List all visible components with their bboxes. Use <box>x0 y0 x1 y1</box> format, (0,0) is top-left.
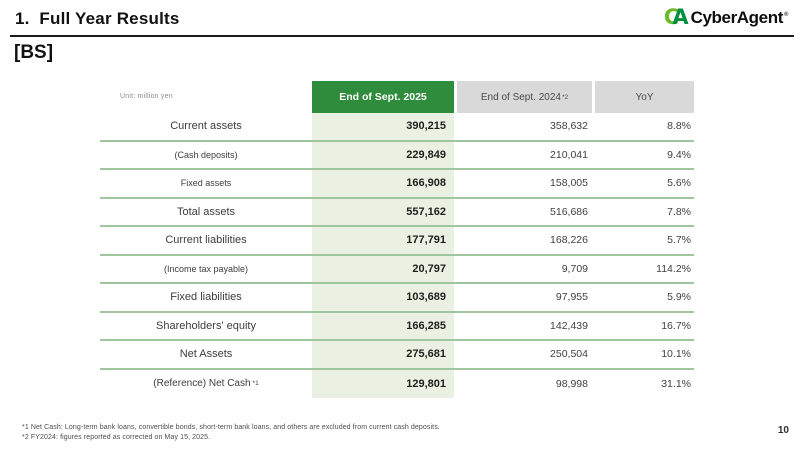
table-row-fixed-assets: Fixed assets 166,908 158,005 5.6% <box>100 170 694 199</box>
footnote-ref-2: *2 <box>561 93 569 101</box>
table-header-row: Unit: million yen End of Sept. 2025 End … <box>100 81 694 113</box>
page-number: 10 <box>777 425 789 436</box>
registered-trademark-icon: ® <box>783 11 788 18</box>
footnote-ref-1: *1 <box>252 380 259 388</box>
logo-wordmark: CyberAgent® <box>690 7 789 27</box>
footnote-2: *2 FY2024: figures reported as corrected… <box>22 434 211 441</box>
balance-sheet-table: Unit: million yen End of Sept. 2025 End … <box>100 81 694 398</box>
table-row-cash-deposits: (Cash deposits) 229,849 210,041 9.4% <box>100 141 694 170</box>
unit-note: Unit: million yen <box>120 93 173 100</box>
page-title: 1. Full Year Results <box>15 9 180 28</box>
footnotes: *1 Net Cash: Long-term bank loans, conve… <box>22 423 440 443</box>
table-row-current-liabilities: Current liabilities 177,791 168,226 5.7% <box>100 227 694 256</box>
table-row-current-assets: Current assets 390,215 358,632 8.8% <box>100 113 694 142</box>
table-row-income-tax-payable: (Income tax payable) 20,797 9,709 114.2% <box>100 255 694 284</box>
unit-note-cell: Unit: million yen <box>100 81 312 113</box>
table-row-fixed-liabilities: Fixed liabilities 103,689 97,955 5.9% <box>100 284 694 313</box>
title-underline <box>10 35 794 37</box>
footnote-1: *1 Net Cash: Long-term bank loans, conve… <box>22 424 440 431</box>
cyberagent-logo-icon: CA <box>663 5 689 29</box>
column-header-end-sept-2024: End of Sept. 2024 *2 <box>457 81 592 113</box>
table-body: Current assets 390,215 358,632 8.8% (Cas… <box>100 113 694 398</box>
column-header-end-sept-2025: End of Sept. 2025 <box>312 81 454 113</box>
table-row-reference-net-cash: (Reference) Net Cash *1 129,801 98,998 31… <box>100 369 694 398</box>
table-row-shareholders-equity: Shareholders' equity 166,285 142,439 16.… <box>100 312 694 341</box>
table-row-total-assets: Total assets 557,162 516,686 7.8% <box>100 198 694 227</box>
section-label-bs: [BS] <box>14 42 54 63</box>
table-row-net-assets: Net Assets 275,681 250,504 10.1% <box>100 341 694 370</box>
cyberagent-logo: CA CyberAgent® <box>664 7 788 28</box>
column-header-yoy: YoY <box>595 81 694 113</box>
